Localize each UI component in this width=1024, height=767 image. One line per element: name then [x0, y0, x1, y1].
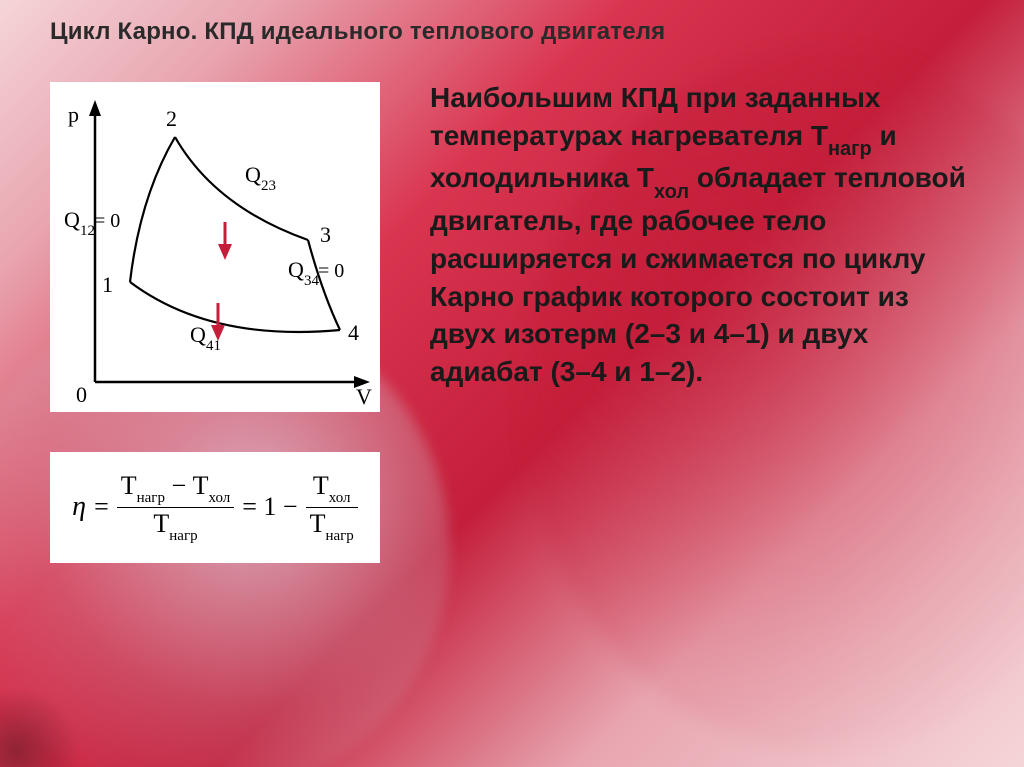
f-num1a-sub: нагр — [137, 490, 165, 506]
f-num1b: T — [193, 471, 209, 500]
fraction-2: Tхол Tнагр — [306, 470, 358, 545]
slide: Цикл Карно. КПД идеального теплового дви… — [0, 0, 1024, 767]
pv-diagram: p V 0 1 2 3 4 — [50, 82, 380, 412]
f-den2-sub: нагр — [325, 528, 353, 544]
point-4-label: 4 — [348, 320, 359, 345]
left-column: p V 0 1 2 3 4 — [50, 74, 400, 723]
f-num2-sub: хол — [329, 490, 351, 506]
svg-text:Q: Q — [245, 162, 261, 187]
formula-box: η = Tнагр − Tхол Tнагр — [50, 452, 380, 563]
content: Цикл Карно. КПД идеального теплового дви… — [0, 0, 1024, 767]
text-part-0: Наибольшим КПД при заданных температурах… — [430, 82, 880, 151]
curve-2-3 — [175, 137, 308, 240]
svg-text:= 0: = 0 — [318, 260, 344, 282]
point-1-label: 1 — [102, 272, 113, 297]
svg-text:Q: Q — [190, 322, 206, 347]
svg-text:41: 41 — [206, 338, 221, 354]
f-num2: T — [313, 471, 329, 500]
f-den2: T — [310, 509, 326, 538]
q23-label: Q 23 — [245, 162, 276, 194]
body-columns: p V 0 1 2 3 4 — [50, 74, 984, 723]
f-num1a: T — [121, 471, 137, 500]
origin-label: 0 — [76, 382, 87, 407]
point-3-label: 3 — [320, 222, 331, 247]
y-axis-label: p — [68, 102, 79, 127]
f-minus: − — [171, 471, 186, 500]
main-paragraph: Наибольшим КПД при заданных температурах… — [430, 79, 974, 391]
svg-text:= 0: = 0 — [94, 210, 120, 232]
red-arrow-1-icon — [218, 222, 232, 260]
pv-diagram-svg: p V 0 1 2 3 4 — [50, 82, 380, 412]
x-axis-label: V — [356, 384, 372, 409]
fraction-1: Tнагр − Tхол Tнагр — [117, 470, 235, 545]
svg-text:Q: Q — [288, 257, 304, 282]
f-den1: T — [153, 509, 169, 538]
right-column: Наибольшим КПД при заданных температурах… — [430, 74, 984, 723]
y-axis-arrow-icon — [89, 100, 101, 116]
q12-label: Q 12 = 0 — [64, 207, 120, 239]
f-den1-sub: нагр — [169, 528, 197, 544]
eta-symbol: η — [72, 491, 86, 523]
curve-4-1 — [130, 282, 340, 332]
equals-1: = — [94, 492, 109, 522]
curve-1-2 — [130, 137, 175, 282]
f-num1b-sub: хол — [209, 490, 231, 506]
svg-text:23: 23 — [261, 178, 276, 194]
text-part-4: обладает тепловой двигатель, где рабочее… — [430, 162, 966, 387]
svg-text:Q: Q — [64, 207, 80, 232]
equals-2: = 1 − — [242, 492, 297, 522]
slide-title: Цикл Карно. КПД идеального теплового дви… — [50, 18, 984, 46]
svg-text:12: 12 — [80, 223, 95, 239]
text-part-3-sub: хол — [654, 181, 689, 203]
point-2-label: 2 — [166, 106, 177, 131]
q34-label: Q 34 = 0 — [288, 257, 344, 289]
text-part-1-sub: нагр — [828, 138, 872, 160]
efficiency-formula: η = Tнагр − Tхол Tнагр — [72, 470, 358, 545]
